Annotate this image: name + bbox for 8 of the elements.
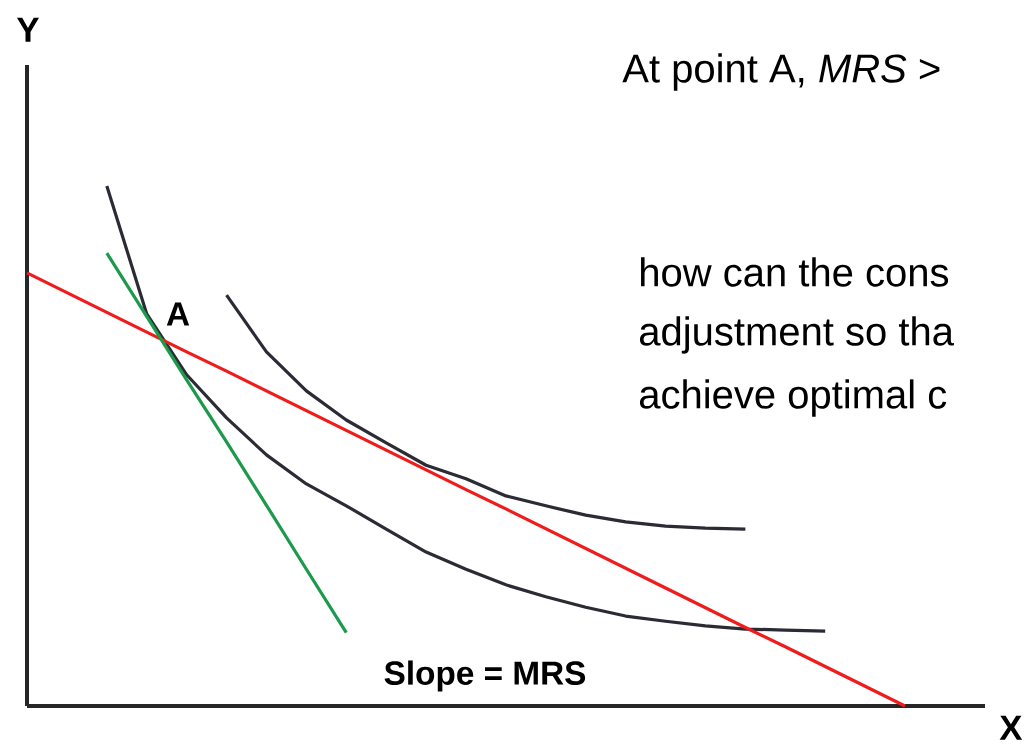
y-axis-title: Y bbox=[16, 17, 39, 42]
text: At point A, MRS > bbox=[622, 53, 940, 91]
annotation: adjustment so tha bbox=[639, 316, 954, 354]
annotation: Slope = MRS bbox=[384, 660, 586, 692]
x-axis-title: X bbox=[999, 715, 1023, 740]
annotation: how can the cons bbox=[641, 257, 949, 287]
annotation: achieve optimal c bbox=[639, 379, 947, 417]
annotation: A bbox=[166, 302, 190, 326]
